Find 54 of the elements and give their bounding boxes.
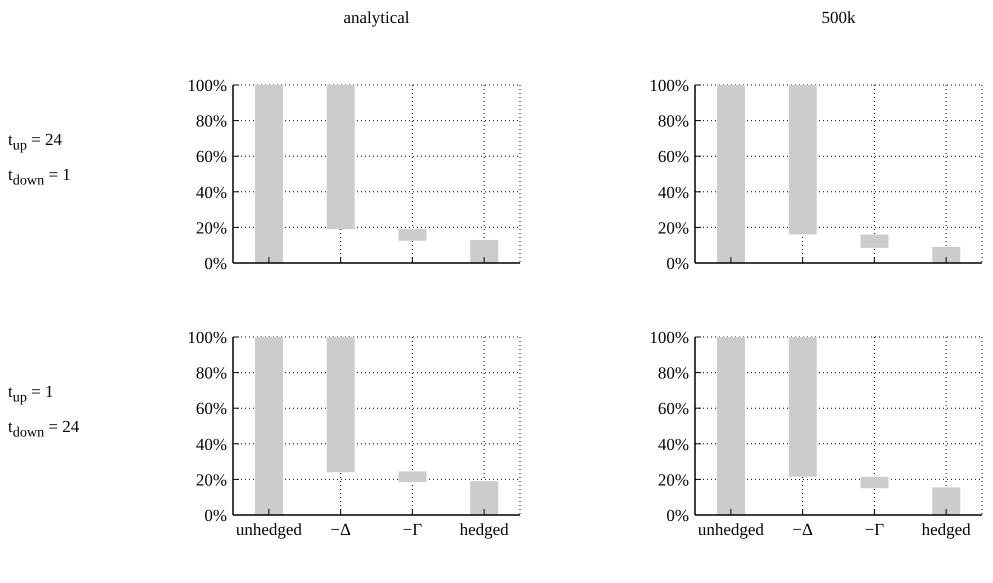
bar (470, 481, 498, 515)
y-tick-label: 0% (204, 254, 227, 274)
text: t$_{up}$ = 24 (8, 129, 63, 156)
y-tick-label: 60% (658, 147, 689, 166)
text: t$_{down}$ = 24 (8, 416, 80, 443)
bar (860, 234, 888, 248)
y-tick-label: 40% (196, 434, 227, 454)
bar (932, 246, 960, 263)
bar (788, 337, 817, 477)
x-tick-label: hedged (922, 520, 972, 540)
bar (860, 476, 888, 488)
y-tick-label: 60% (196, 147, 227, 166)
y-tick-label: 60% (196, 399, 227, 418)
bar (788, 85, 817, 235)
text: t$_{up}$ = 1 (8, 381, 54, 408)
y-tick-label: 20% (658, 470, 689, 490)
bar (398, 471, 426, 482)
bar (255, 85, 283, 263)
text: t$_{down}$ = 1 (8, 164, 72, 191)
bar (398, 229, 426, 241)
y-tick-label: 80% (658, 364, 689, 383)
bar (932, 487, 960, 515)
y-tick-label: 20% (196, 218, 227, 238)
y-tick-label: 40% (196, 182, 227, 202)
bar (255, 337, 283, 515)
chart-title: analytical (342, 8, 411, 28)
y-tick-label: 80% (196, 112, 227, 131)
y-tick-label: 40% (658, 434, 689, 454)
bar (470, 240, 498, 263)
y-tick-label: 0% (204, 506, 227, 526)
y-tick-label: 20% (658, 218, 689, 238)
y-tick-label: 20% (196, 470, 227, 490)
x-tick-label: −Δ (330, 520, 351, 540)
bar (717, 337, 745, 515)
y-tick-label: 100% (649, 328, 689, 348)
x-tick-label: unhedged (236, 520, 302, 540)
x-tick-label: −Γ (402, 520, 422, 540)
y-tick-label: 80% (196, 364, 227, 383)
y-tick-label: 40% (658, 182, 689, 202)
x-tick-label: hedged (460, 520, 510, 540)
chart-title: 500k (820, 8, 856, 28)
x-tick-label: −Γ (864, 520, 884, 540)
bar (326, 337, 355, 472)
y-tick-label: 60% (658, 399, 689, 418)
y-tick-label: 100% (187, 76, 227, 96)
x-tick-label: −Δ (792, 520, 813, 540)
y-tick-label: 80% (658, 112, 689, 131)
y-tick-label: 0% (666, 254, 689, 274)
y-tick-label: 0% (666, 506, 689, 526)
y-tick-label: 100% (187, 328, 227, 348)
y-tick-label: 100% (649, 76, 689, 96)
x-tick-label: unhedged (698, 520, 764, 540)
bar (717, 85, 745, 263)
bar (326, 85, 355, 230)
